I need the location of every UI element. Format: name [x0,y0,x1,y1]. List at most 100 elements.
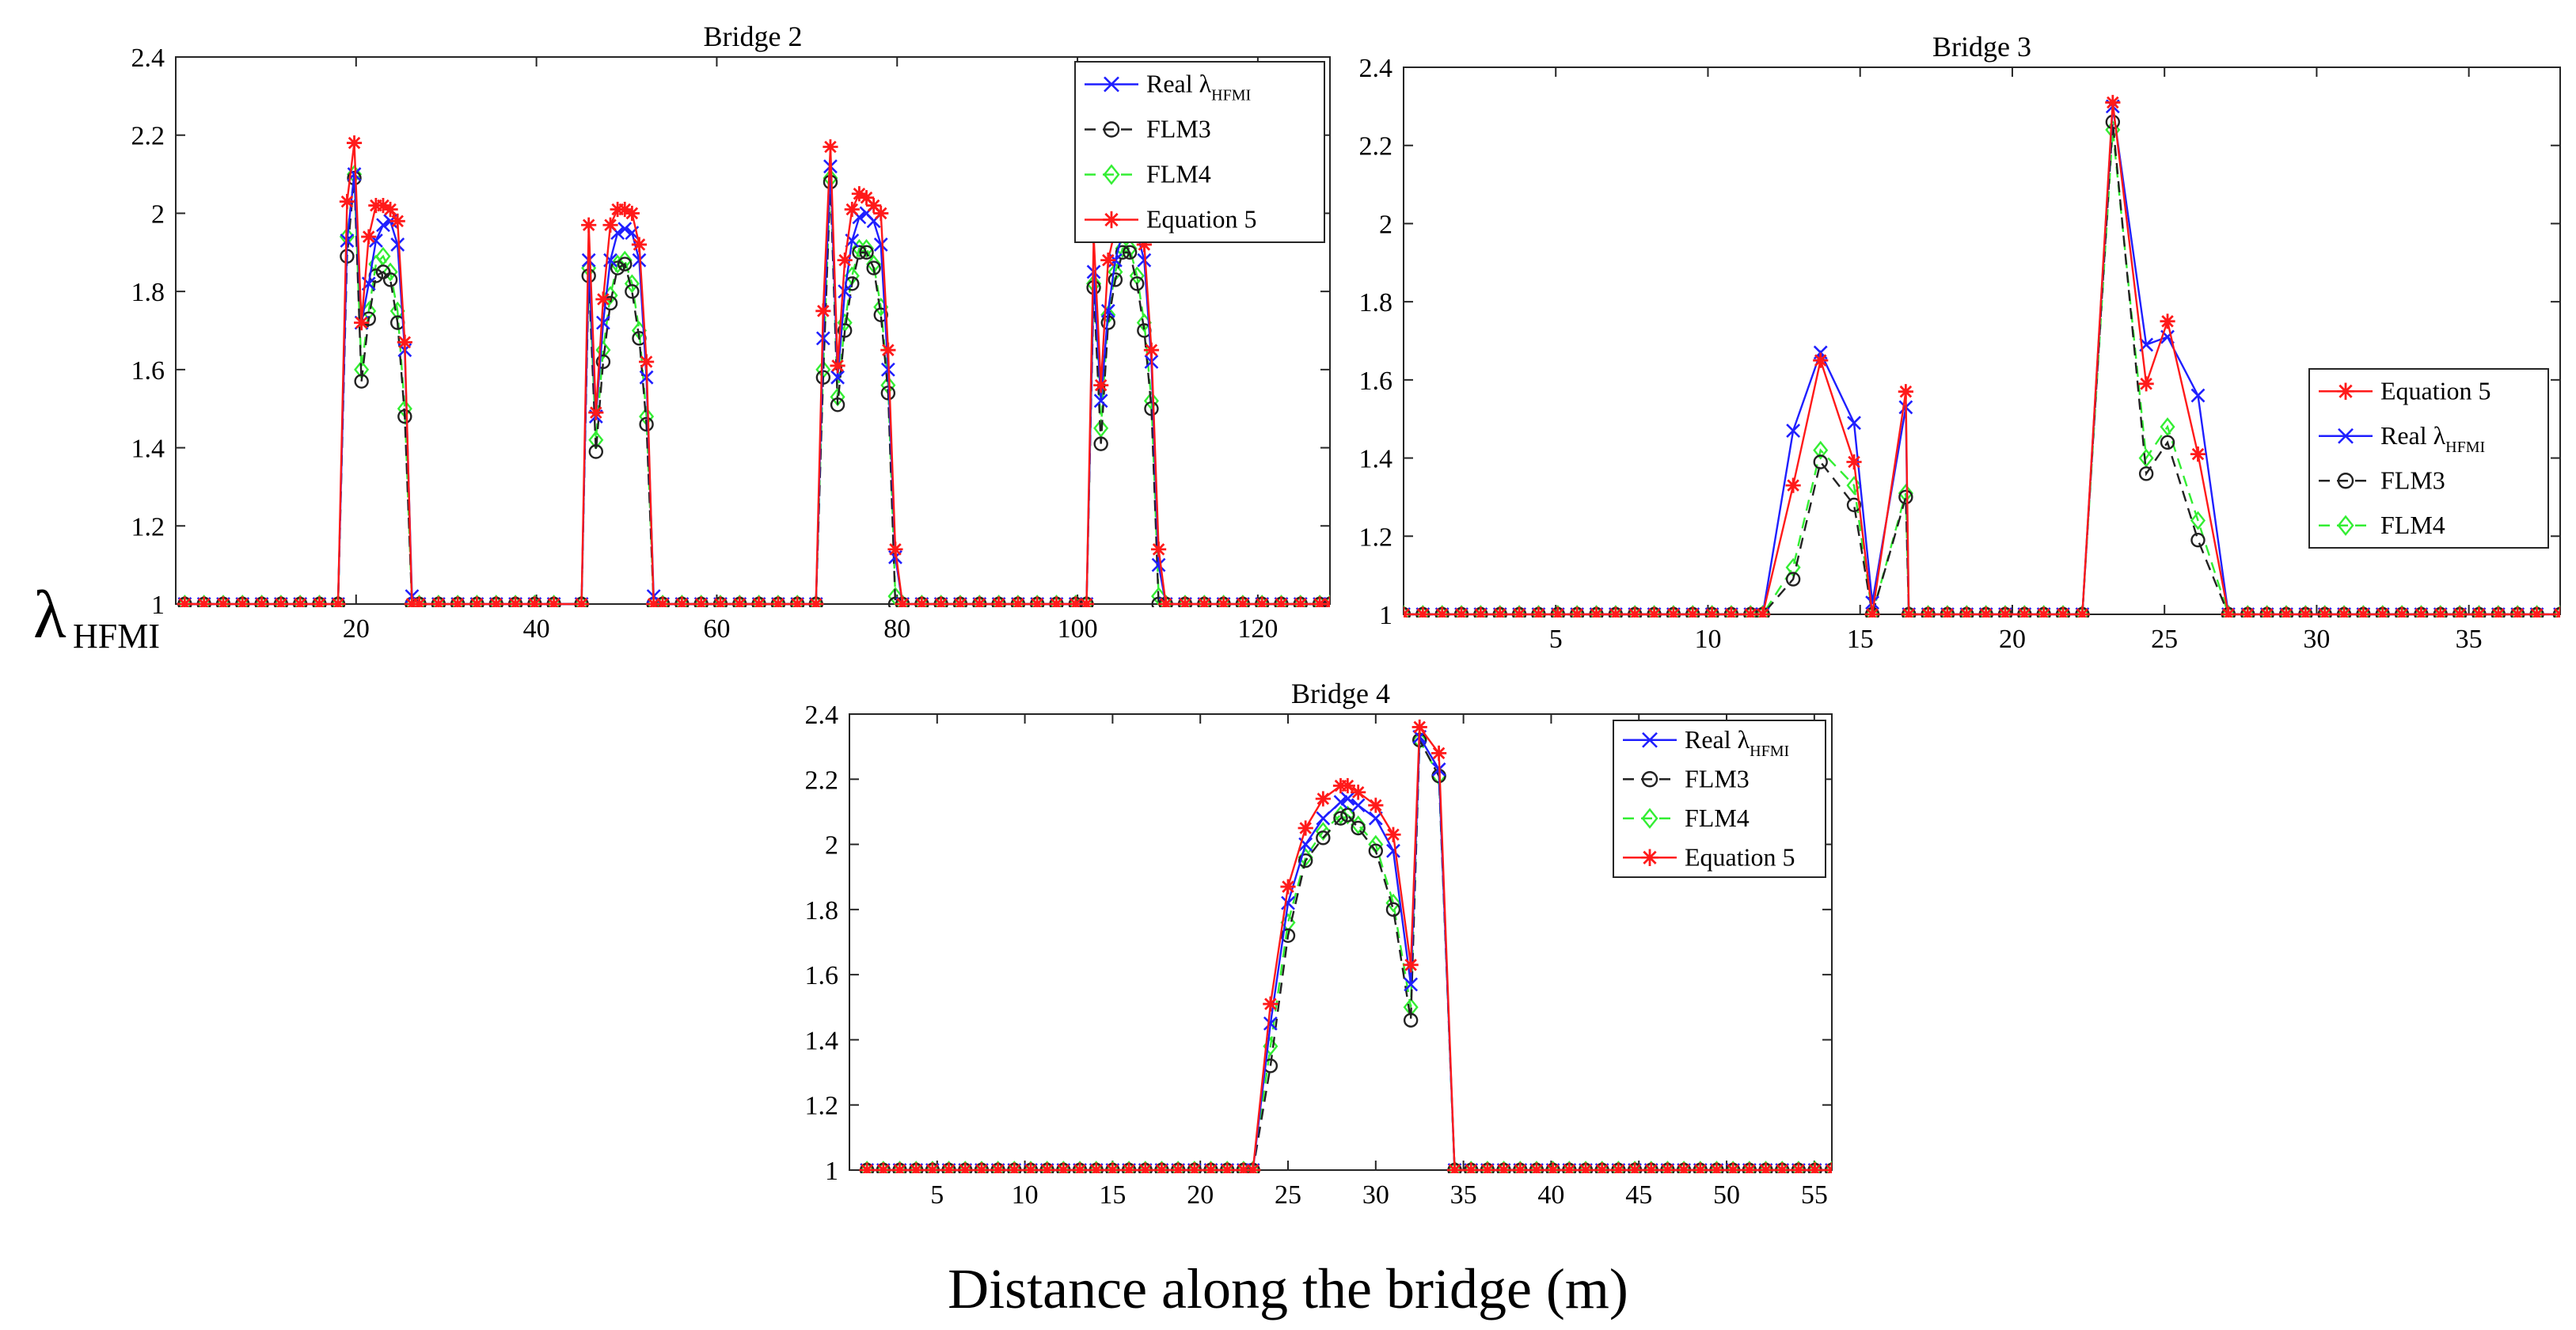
marker-shape [1385,826,1401,842]
legend-item-flm3: FLM3 [2319,466,2445,494]
marker-shape [1315,791,1331,807]
marker-shape [1561,1161,1577,1173]
data-point [1791,1161,1807,1173]
data-point [1496,1161,1512,1173]
legend-item-real: Real λHFMI [1085,70,1251,104]
data-point [852,245,867,260]
data-point [397,334,412,350]
data-point [2190,511,2206,530]
legend-label: Equation 5 [1685,842,1795,871]
marker-shape [2433,605,2449,618]
data-point [1219,1162,1235,1173]
data-point [1463,1161,1479,1173]
marker-shape [1463,1162,1479,1173]
data-point [1263,1016,1278,1031]
marker-shape [1742,1162,1757,1173]
marker-shape [655,596,671,607]
marker-shape [507,595,523,607]
data-point [1997,606,2013,618]
marker-shape [908,1162,924,1173]
marker-shape [838,284,853,299]
data-point [330,595,346,607]
data-point [1170,1162,1186,1173]
data-point [957,1161,973,1173]
marker-shape [1219,1162,1235,1173]
data-point [375,197,391,214]
data-point [1006,1162,1022,1173]
marker-shape [546,596,562,607]
marker-shape [1104,1161,1120,1173]
marker-shape [859,1162,875,1173]
data-point [2336,606,2352,618]
marker-shape [1864,605,1880,618]
legend-label-subscript: HFMI [2445,439,2485,456]
marker-shape [1403,1013,1419,1028]
data-point [1550,605,1566,618]
data-point [1104,1161,1120,1173]
marker-shape [1104,1162,1121,1173]
data-point [1530,605,1546,618]
marker-shape [908,1161,924,1173]
data-point [1151,557,1166,572]
marker-shape [1588,606,1605,618]
data-point [1093,393,1108,408]
marker-shape [1403,957,1419,973]
data-point [1293,595,1309,607]
y-tick-label: 1.6 [131,356,165,386]
data-point [617,222,633,237]
marker-shape [1723,606,1739,618]
marker-shape [1685,605,1700,618]
marker-shape [1150,542,1167,557]
marker-shape [1641,771,1658,788]
marker-shape [2394,605,2410,618]
data-point [1385,893,1401,913]
data-point [1940,605,1955,618]
marker-shape [1785,572,1801,587]
marker-shape [1158,595,1174,607]
marker-shape [1293,595,1309,607]
marker-shape [880,342,896,358]
data-point [1280,879,1296,895]
marker-shape [1578,1162,1594,1173]
data-point [311,595,328,607]
marker-shape [375,197,391,214]
y-tick-label: 1.2 [131,512,165,542]
global-x-axis-label: Distance along the bridge (m) [948,1257,1628,1320]
marker-shape [1385,893,1401,913]
marker-shape [1078,596,1095,607]
global-y-axis-label-subscript: HFMI [73,617,160,656]
marker-shape [1089,1161,1104,1173]
data-point [1339,777,1355,794]
marker-shape [1676,1162,1692,1173]
x-tick-label: 15 [1099,1180,1126,1210]
marker-shape [1187,1161,1203,1173]
marker-shape [2297,606,2313,618]
marker-shape [1757,1162,1774,1173]
data-point [1322,596,1330,607]
marker-shape [1725,1162,1741,1173]
marker-shape [1627,606,1643,618]
data-point [1492,606,1508,618]
data-point [1578,1161,1594,1173]
marker-shape [488,596,504,607]
y-tick-label: 2.2 [1359,132,1393,162]
marker-shape [2510,606,2525,618]
data-point [1351,785,1366,800]
marker-shape [646,596,662,607]
y-tick-label: 2 [1379,210,1392,239]
data-point [1048,595,1065,607]
marker-shape [2552,606,2560,618]
marker-shape [914,595,929,607]
data-point [1901,605,1917,618]
marker-shape [1121,1161,1137,1173]
data-point [382,272,398,287]
marker-shape [991,595,1007,607]
marker-shape [1545,1161,1561,1173]
marker-shape [1901,605,1917,618]
data-point [789,596,805,607]
data-point [1010,596,1026,607]
data-point [1072,1161,1088,1173]
marker-shape [2160,417,2175,437]
data-point [1100,303,1115,318]
data-point [1495,1162,1512,1173]
